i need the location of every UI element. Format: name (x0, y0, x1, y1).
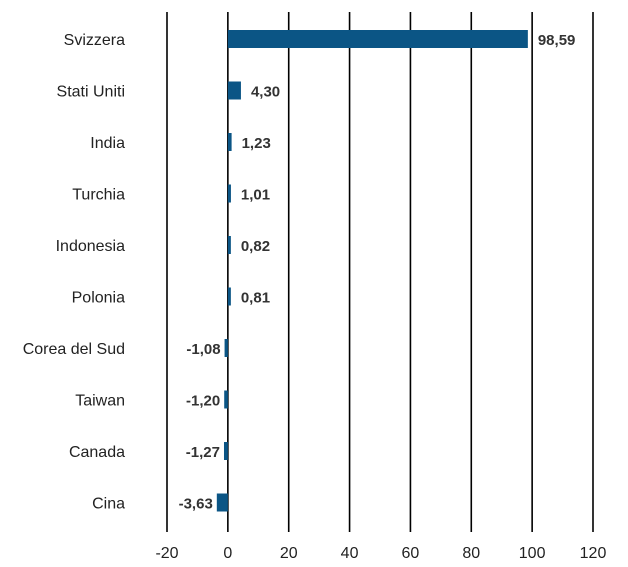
category-label: Cina (92, 496, 125, 513)
x-axis-tick-labels: -20 0 20 40 60 80 100 120 (155, 545, 606, 562)
data-label: 98,59 (538, 32, 576, 49)
data-labels: 98,59 4,30 1,23 1,01 0,82 0,81 -1,08 -1,20 -1,27… (179, 32, 576, 513)
category-label: Turchia (72, 187, 125, 204)
category-label: Polonia (72, 290, 125, 307)
x-tick-label: 40 (341, 545, 359, 562)
x-tick-label: 60 (402, 545, 420, 562)
bar (227, 287, 231, 306)
data-label: -1,27 (186, 444, 220, 461)
data-label: -3,63 (179, 496, 213, 513)
category-label: Canada (69, 444, 125, 461)
x-tick-label: 100 (519, 545, 546, 562)
data-label: 1,01 (241, 187, 270, 204)
x-tick-label: -20 (155, 545, 178, 562)
category-label: Corea del Sud (23, 341, 125, 358)
x-tick-label: 80 (462, 545, 480, 562)
category-label: Taiwan (75, 393, 125, 410)
category-label: Svizzera (64, 32, 125, 49)
category-label: India (90, 135, 125, 152)
bars (216, 30, 528, 512)
bar (227, 184, 231, 203)
x-tick-label: 120 (580, 545, 607, 562)
category-label: Indonesia (56, 238, 125, 255)
data-label: -1,20 (186, 393, 220, 410)
bar (227, 30, 528, 48)
category-labels: Svizzera Stati Uniti India Turchia Indonesia… (23, 32, 125, 513)
data-label: 1,23 (242, 135, 271, 152)
data-label: -1,08 (186, 341, 220, 358)
x-tick-label: 0 (223, 545, 232, 562)
bar (224, 339, 228, 357)
x-tick-label: 20 (280, 545, 298, 562)
bar (216, 493, 228, 512)
bar (227, 81, 241, 100)
data-label: 0,81 (241, 290, 270, 307)
bar (223, 442, 228, 460)
data-label: 4,30 (251, 84, 280, 101)
bar (227, 236, 231, 254)
data-label: 0,82 (241, 238, 270, 255)
category-label: Stati Uniti (57, 84, 125, 101)
bar (227, 133, 232, 151)
bar (224, 390, 228, 409)
